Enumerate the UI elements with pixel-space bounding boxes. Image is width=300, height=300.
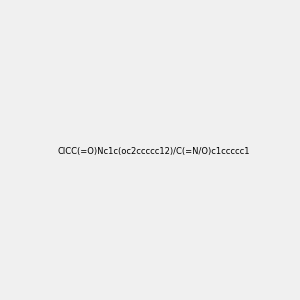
- Text: ClCC(=O)Nc1c(oc2ccccc12)/C(=N/O)c1ccccc1: ClCC(=O)Nc1c(oc2ccccc12)/C(=N/O)c1ccccc1: [58, 147, 250, 156]
